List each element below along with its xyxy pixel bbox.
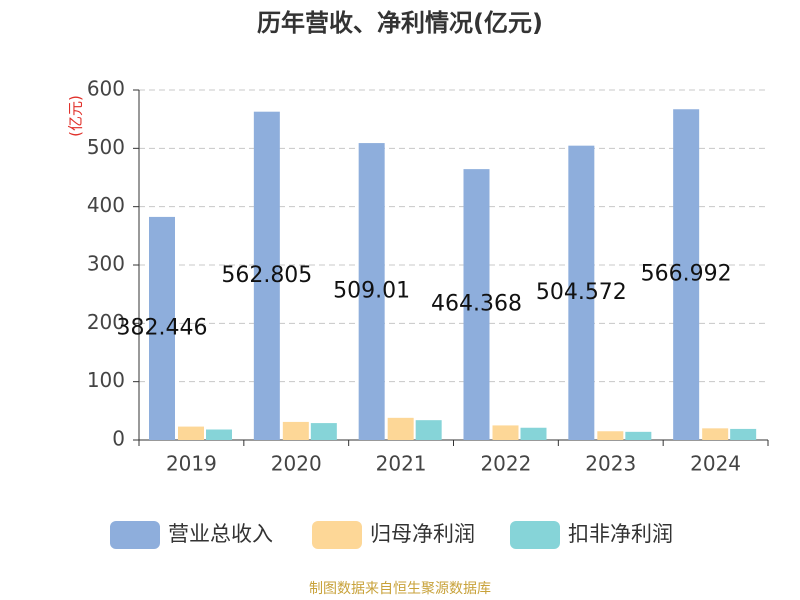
bar — [568, 145, 595, 441]
bar — [492, 425, 519, 440]
x-tick-label: 2020 — [271, 452, 322, 476]
data-label: 382.446 — [117, 315, 208, 340]
y-tick-label: 500 — [87, 135, 125, 159]
bar — [463, 169, 490, 441]
chart-title: 历年营收、净利情况(亿元) — [257, 9, 543, 37]
bar — [358, 143, 385, 440]
y-tick-label: 400 — [87, 193, 125, 217]
bar — [730, 428, 757, 440]
x-tick-label: 2022 — [480, 452, 531, 476]
x-tick-label: 2024 — [690, 452, 741, 476]
bar — [282, 421, 309, 440]
legend-label: 归母净利润 — [370, 522, 475, 546]
bar — [206, 429, 232, 440]
data-label: 562.805 — [221, 263, 312, 288]
bar — [673, 109, 700, 440]
bar — [415, 420, 442, 440]
bar — [253, 111, 280, 440]
bar — [387, 417, 414, 440]
y-axis-label: (亿元) — [67, 95, 85, 137]
bar — [310, 423, 337, 440]
y-tick-label: 100 — [87, 368, 125, 392]
legend-label: 营业总收入 — [168, 522, 273, 546]
y-tick-label: 200 — [87, 310, 125, 334]
data-label: 464.368 — [431, 292, 522, 317]
legend-swatch — [510, 521, 560, 549]
source-note: 制图数据来自恒生聚源数据库 — [309, 581, 491, 597]
bar — [178, 426, 204, 440]
x-tick-label: 2021 — [376, 452, 427, 476]
y-tick-label: 0 — [112, 427, 125, 451]
data-label: 504.572 — [536, 280, 627, 305]
data-label: 566.992 — [641, 262, 732, 287]
legend-label: 扣非净利润 — [568, 522, 673, 546]
y-tick-label: 300 — [87, 252, 125, 276]
legend-swatch — [110, 521, 160, 549]
bar — [625, 431, 652, 440]
x-tick-label: 2019 — [166, 452, 217, 476]
bar — [149, 216, 175, 440]
data-label: 509.01 — [333, 279, 410, 304]
y-tick-label: 600 — [87, 77, 125, 101]
bar — [597, 431, 624, 440]
x-tick-label: 2023 — [585, 452, 636, 476]
bar — [520, 427, 547, 440]
legend-swatch — [312, 521, 362, 549]
bar — [702, 428, 729, 440]
